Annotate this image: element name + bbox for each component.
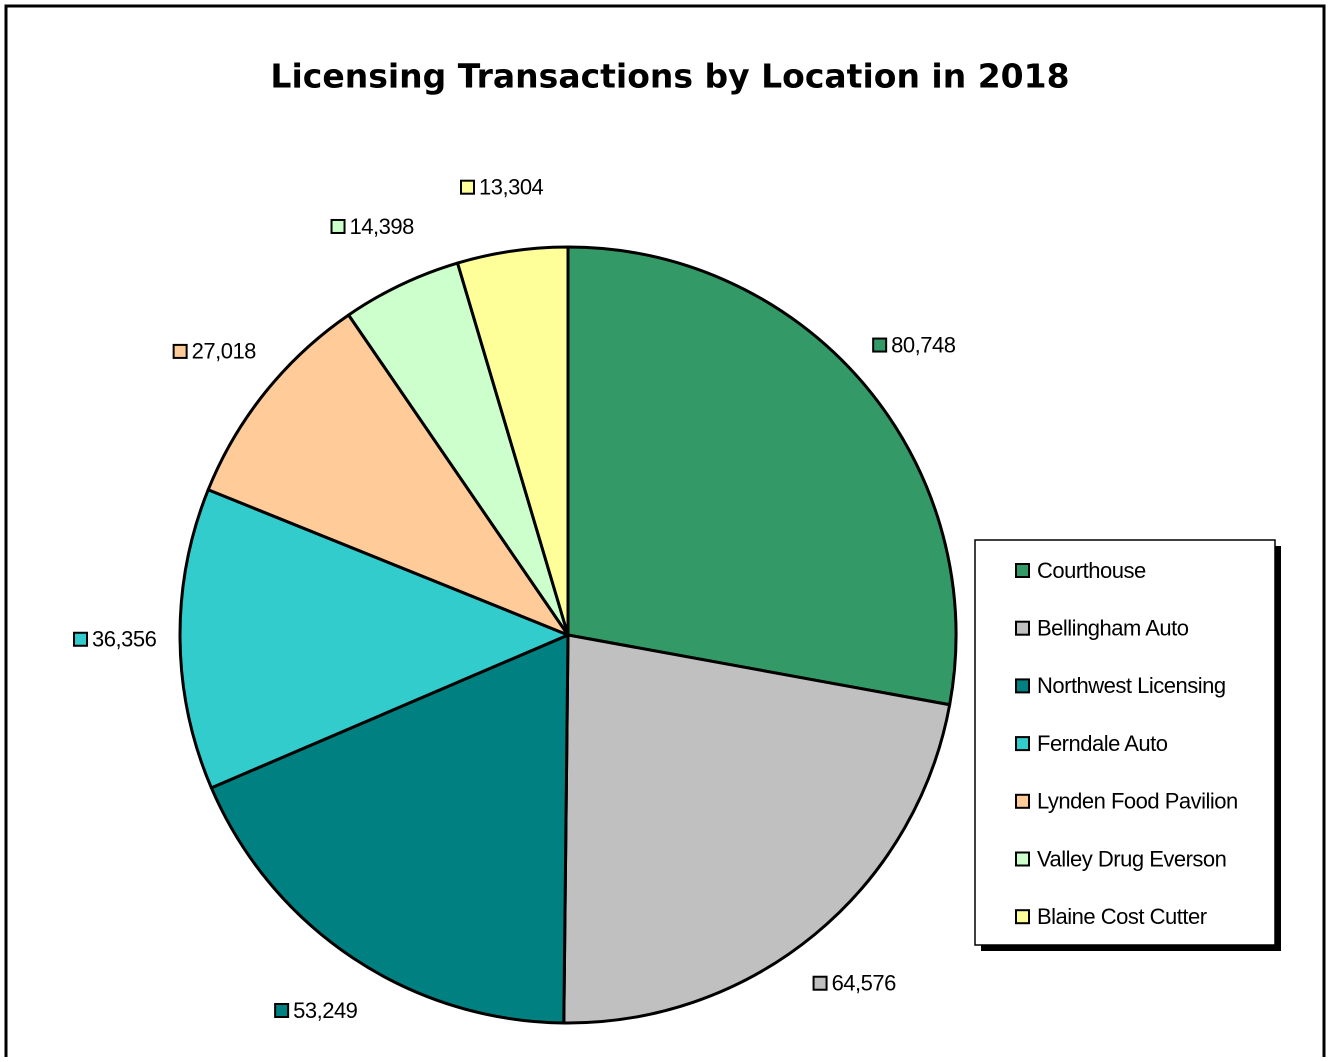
label-swatch <box>872 337 888 353</box>
legend-label: Bellingham Auto <box>1037 616 1189 641</box>
pie-slice <box>566 245 958 707</box>
data-label: 36,356 <box>92 627 157 652</box>
data-label: 64,576 <box>832 971 897 996</box>
legend-swatch <box>1015 793 1030 809</box>
data-label: 80,748 <box>891 332 956 357</box>
legend-label: Lynden Food Pavilion <box>1037 789 1238 814</box>
legend-label: Valley Drug Everson <box>1037 846 1226 871</box>
label-swatch <box>172 343 188 359</box>
label-swatch <box>274 1002 290 1018</box>
data-label: 13,304 <box>479 175 544 200</box>
legend-swatch <box>1015 736 1030 752</box>
legend-label: Northwest Licensing <box>1037 673 1226 698</box>
pie-slice <box>562 633 952 1025</box>
legend-swatch <box>1015 563 1030 578</box>
label-swatch <box>460 179 476 195</box>
legend-label: Courthouse <box>1037 558 1146 583</box>
legend <box>974 539 1276 946</box>
legend-swatch <box>1015 678 1030 694</box>
legend-swatch <box>1015 909 1030 925</box>
pie-slice <box>456 245 570 637</box>
label-swatch <box>812 975 828 991</box>
pie-slice <box>206 313 570 637</box>
legend-swatch <box>1015 851 1030 867</box>
pie-slice <box>209 633 570 1025</box>
legend-label: Ferndale Auto <box>1037 731 1168 756</box>
data-label: 53,249 <box>293 998 358 1023</box>
data-label: 27,018 <box>192 339 257 364</box>
legend-swatch <box>1015 620 1030 636</box>
chart-title: Licensing Transactions by Location in 20… <box>270 57 1069 96</box>
pie-slice <box>178 488 570 790</box>
legend-label: Blaine Cost Cutter <box>1037 904 1207 929</box>
label-swatch <box>73 631 89 647</box>
label-swatch <box>330 218 346 234</box>
data-label: 14,398 <box>350 214 415 239</box>
